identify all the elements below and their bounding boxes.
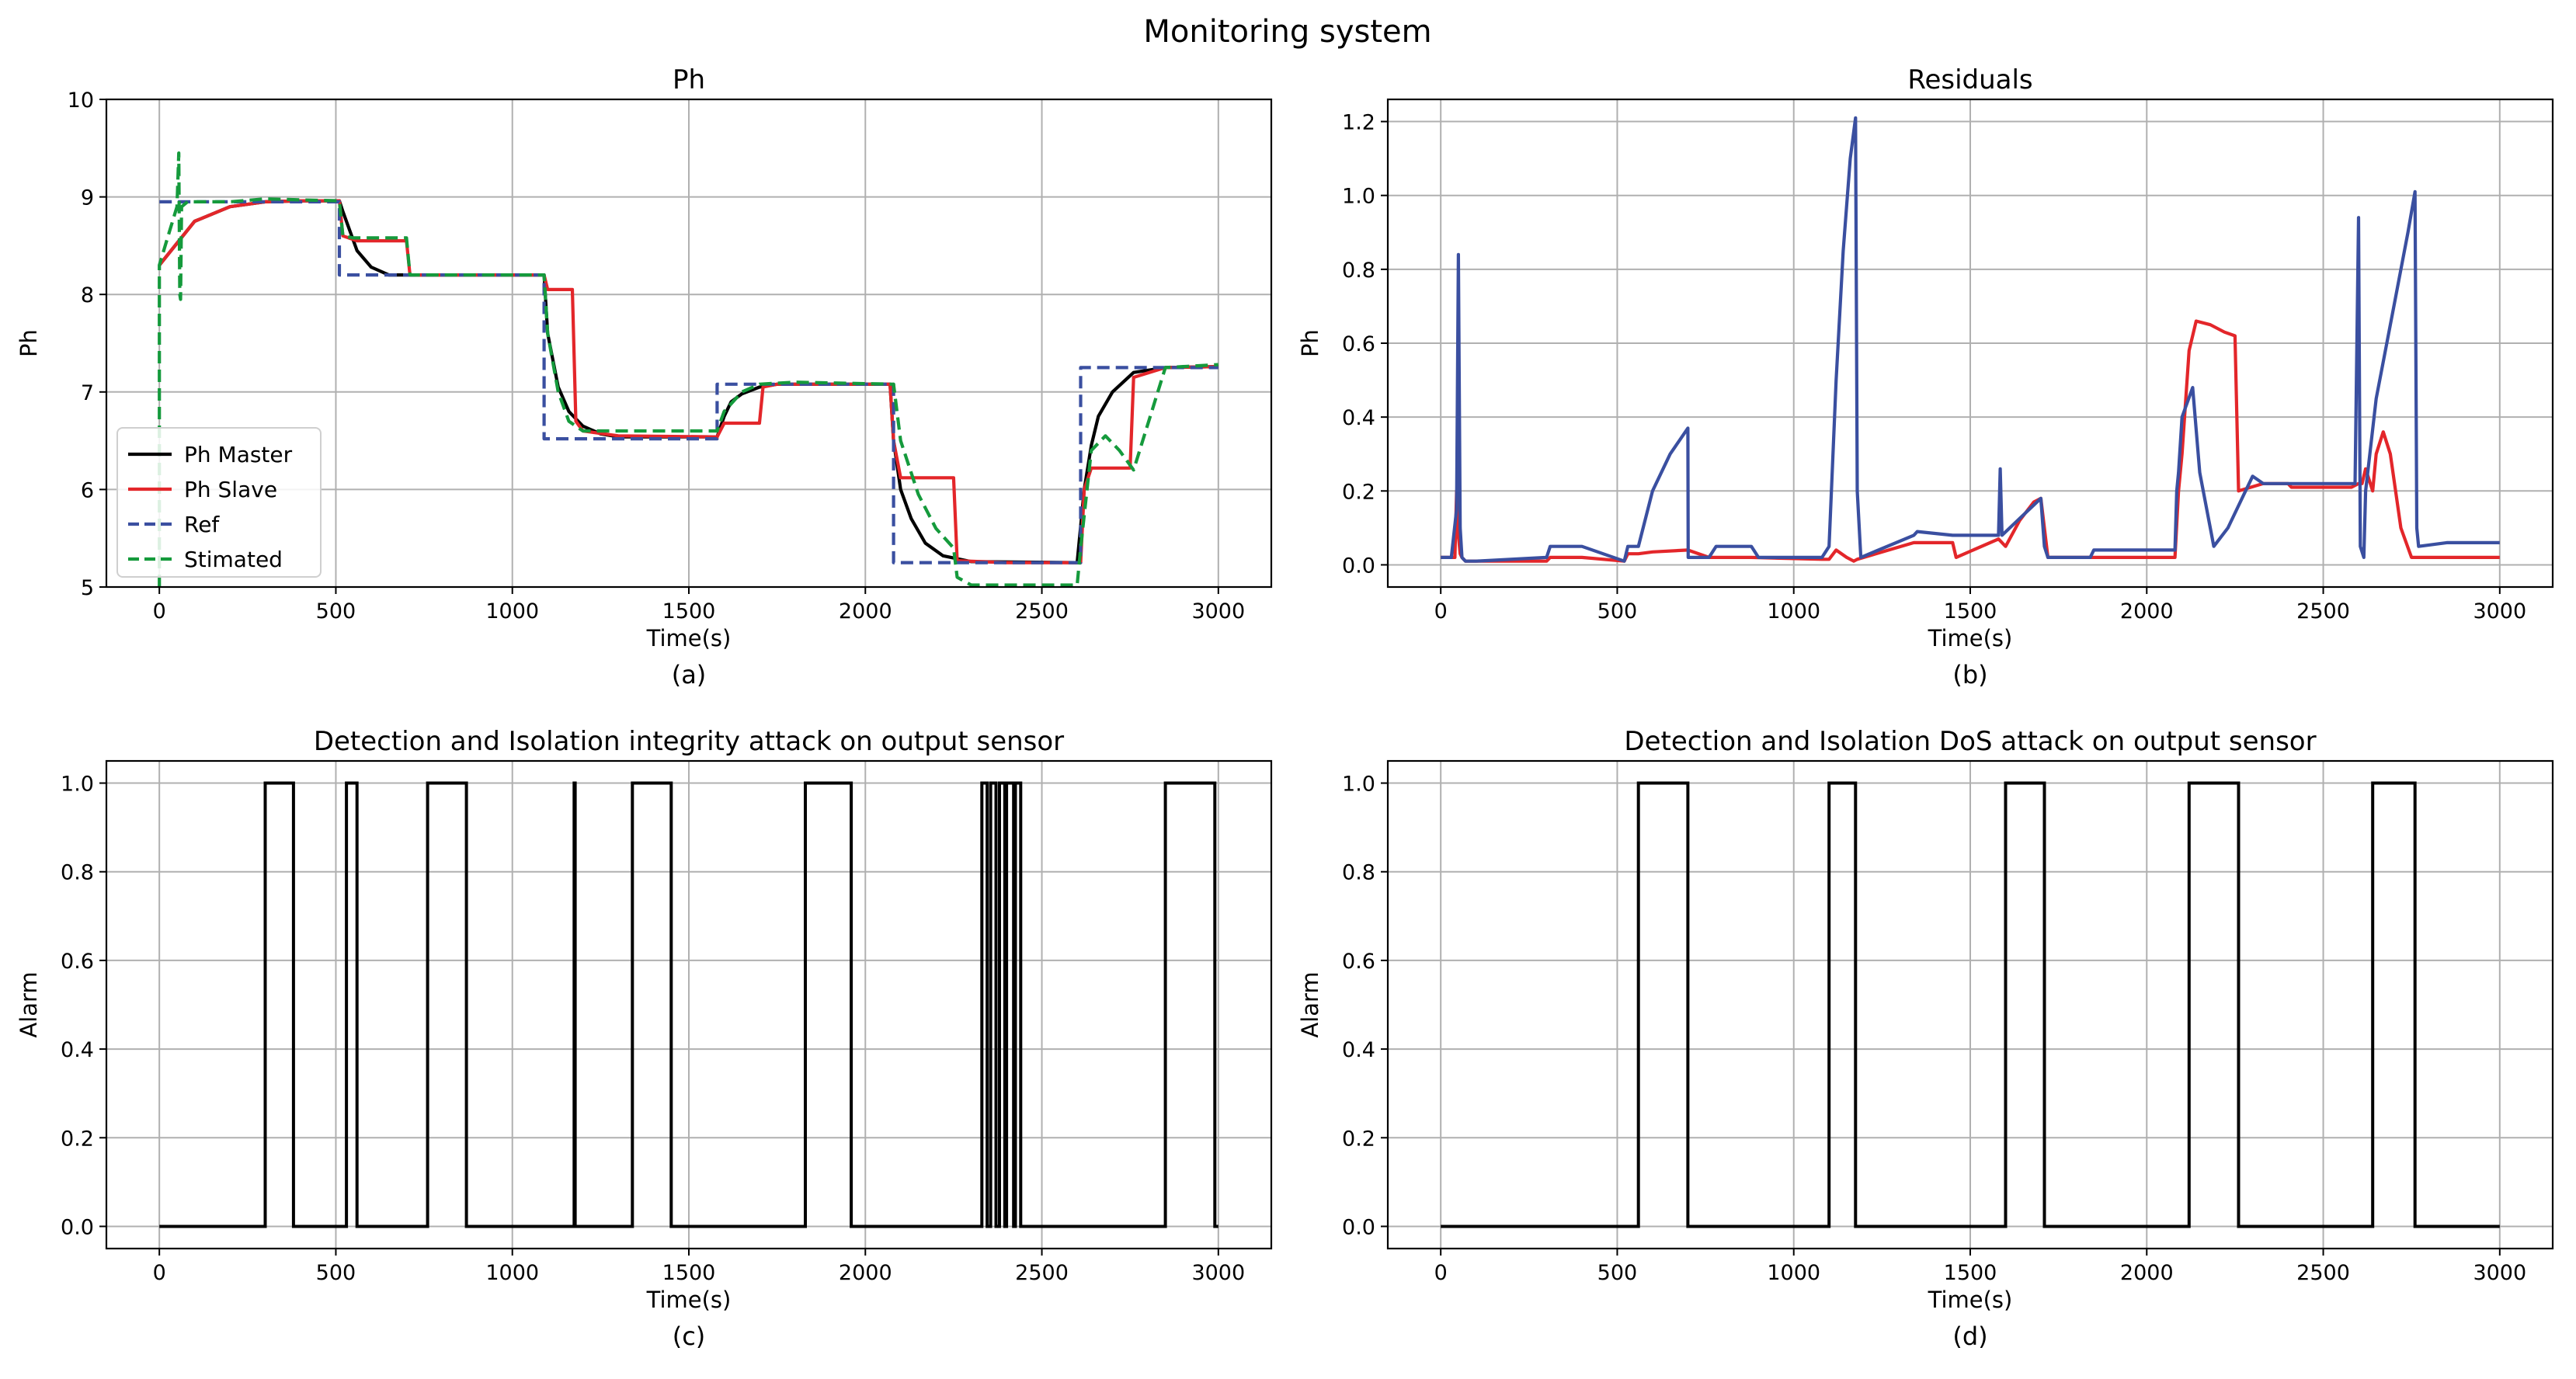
panel-caption: (d) — [1952, 1322, 1987, 1351]
x-tick-label: 0 — [153, 1261, 166, 1285]
legend-label: Stimated — [184, 547, 283, 572]
x-axis-label: Time(s) — [646, 1287, 732, 1313]
y-tick-label: 0.8 — [61, 861, 94, 885]
x-tick-label: 0 — [1434, 599, 1448, 624]
x-tick-label: 500 — [316, 599, 356, 624]
y-tick-label: 1.0 — [1342, 773, 1375, 797]
legend-box — [116, 427, 322, 578]
y-tick-label: 9 — [81, 186, 94, 210]
x-tick-label: 1000 — [1767, 599, 1820, 624]
panel-a: Ph 0 500 1000 1500 2000 2500 3000 5 6 7 8 9 10 Time(s)… — [16, 64, 1273, 690]
panel-caption: (c) — [673, 1322, 706, 1351]
y-tick-label: 5 — [81, 576, 94, 600]
x-tick-label: 2000 — [2120, 1261, 2174, 1285]
y-tick-label: 0.4 — [61, 1038, 94, 1062]
x-tick-label: 2000 — [2120, 599, 2174, 624]
y-axis-label: Alarm — [16, 971, 42, 1037]
series-line-ref — [159, 200, 1218, 564]
x-tick-label: 2500 — [1015, 1261, 1069, 1285]
y-tick-label: 0.0 — [1342, 1215, 1375, 1239]
x-tick-label: 3000 — [2473, 1261, 2526, 1285]
legend-label: Ph Slave — [184, 477, 277, 502]
alarm-signal-line — [159, 781, 1218, 1228]
panel-caption: (b) — [1952, 660, 1987, 690]
plot-area — [1441, 781, 2500, 1228]
y-tick-label: 0.2 — [61, 1127, 94, 1151]
y-tick-label: 8 — [81, 283, 94, 307]
chart-title: Ph — [673, 64, 705, 96]
y-tick-label: 0.6 — [1342, 950, 1375, 974]
x-tick-label: 3000 — [2473, 599, 2526, 624]
chart-title: Residuals — [1907, 64, 2032, 96]
x-tick-label: 500 — [1597, 599, 1638, 624]
x-tick-label: 1500 — [662, 599, 716, 624]
panel-c: Detection and Isolation integrity attack… — [16, 726, 1273, 1351]
plot-area — [158, 151, 1218, 587]
y-tick-label: 1.0 — [1342, 185, 1375, 209]
x-tick-label: 500 — [1597, 1261, 1638, 1285]
figure-title: Monitoring system — [1143, 14, 1431, 50]
x-tick-label: 1500 — [1944, 599, 1997, 624]
chart-title: Detection and Isolation DoS attack on ou… — [1624, 726, 2316, 757]
series-line-ph-slave — [158, 199, 1218, 564]
y-tick-label: 0.2 — [1342, 1127, 1375, 1151]
y-tick-label: 1.2 — [1342, 111, 1375, 135]
y-tick-label: 1.0 — [61, 773, 94, 797]
y-tick-label: 0.8 — [1342, 861, 1375, 885]
y-tick-label: 0.6 — [1342, 332, 1375, 356]
x-tick-label: 1000 — [1767, 1261, 1820, 1285]
x-tick-label: 500 — [316, 1261, 356, 1285]
y-tick-label: 0.8 — [1342, 259, 1375, 283]
x-axis-label: Time(s) — [1928, 625, 2013, 651]
x-tick-label: 1000 — [485, 1261, 539, 1285]
y-tick-label: 0.0 — [1342, 554, 1375, 578]
y-tick-label: 6 — [81, 478, 94, 502]
x-tick-label: 1500 — [1944, 1261, 1997, 1285]
legend-label: Ph Master — [184, 442, 293, 467]
x-tick-label: 1500 — [662, 1261, 716, 1285]
alarm-signal-line — [1441, 781, 2500, 1228]
y-axis-label: Ph — [16, 329, 42, 357]
y-tick-label: 0.0 — [61, 1215, 94, 1239]
panel-b: Residuals 0 500 1000 1500 2000 2500 3000 0.0 0.2 0… — [1297, 64, 2554, 690]
legend: Ph Master Ph Slave Ref Stimated — [116, 427, 322, 578]
x-tick-label: 3000 — [1191, 1261, 1245, 1285]
x-tick-label: 0 — [1434, 1261, 1448, 1285]
x-tick-label: 2500 — [1015, 599, 1069, 624]
chart-title: Detection and Isolation integrity attack… — [314, 726, 1064, 757]
legend-label: Ref — [184, 512, 220, 537]
y-tick-label: 0.6 — [61, 950, 94, 974]
panel-caption: (a) — [672, 660, 707, 690]
x-tick-label: 3000 — [1191, 599, 1245, 624]
plot-area — [1441, 116, 2500, 563]
y-tick-label: 7 — [81, 381, 94, 405]
y-tick-label: 0.4 — [1342, 1038, 1375, 1062]
x-tick-label: 0 — [153, 599, 166, 624]
y-axis-label: Alarm — [1297, 971, 1323, 1037]
x-tick-label: 2500 — [2296, 1261, 2350, 1285]
x-axis-label: Time(s) — [646, 625, 732, 651]
y-axis-label: Ph — [1297, 329, 1323, 357]
series-line-residual-blue — [1441, 116, 2500, 563]
series-line-stimated — [158, 151, 1218, 587]
x-axis-label: Time(s) — [1928, 1287, 2013, 1313]
x-tick-label: 1000 — [485, 599, 539, 624]
plot-area — [159, 781, 1218, 1228]
x-tick-label: 2500 — [2296, 599, 2350, 624]
y-tick-label: 10 — [68, 89, 94, 113]
x-tick-label: 2000 — [839, 1261, 892, 1285]
y-tick-label: 0.2 — [1342, 480, 1375, 504]
panel-d: Detection and Isolation DoS attack on ou… — [1297, 726, 2554, 1351]
y-tick-label: 0.4 — [1342, 406, 1375, 430]
x-tick-label: 2000 — [839, 599, 892, 624]
